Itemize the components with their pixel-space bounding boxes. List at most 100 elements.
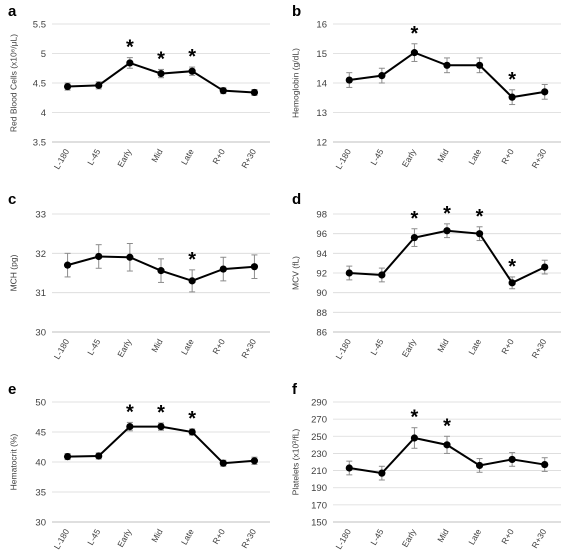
y-tick-label: 86	[316, 328, 327, 339]
x-tick-label: R+0	[210, 337, 227, 356]
y-tick-label: 35	[35, 488, 46, 499]
panel-a: a Red Blood Cells (x10⁶/μL) 3.5 4 4.5 5 5.5 L-1…	[8, 3, 270, 171]
x-tick-label: Mid	[149, 527, 165, 544]
x-tick-label: Mid	[149, 337, 165, 354]
data-point	[345, 464, 353, 472]
significance-asterisk: *	[126, 37, 134, 59]
data-point	[410, 434, 419, 442]
x-tick-label: L-45	[368, 527, 385, 547]
y-axis-title: Hemoglobin (g/dL)	[290, 48, 300, 118]
data-point	[541, 88, 549, 96]
data-point	[541, 460, 549, 469]
x-tick-label: L-45	[85, 147, 102, 167]
y-tick-label: 4.5	[33, 79, 46, 90]
data-point	[95, 81, 103, 89]
data-point	[250, 457, 259, 465]
x-tick-label: L-180	[52, 527, 72, 551]
x-tick-label: Mid	[435, 147, 451, 164]
data-point	[250, 88, 259, 97]
x-tick-label: L-180	[52, 337, 72, 361]
data-point	[157, 423, 165, 431]
data-point	[219, 265, 227, 273]
x-tick-label: R+0	[499, 337, 516, 356]
x-tick-label: L-45	[85, 337, 102, 357]
y-tick-label: 94	[316, 249, 327, 260]
x-tick-label: Early	[115, 336, 134, 358]
x-tick-label: Late	[466, 337, 483, 357]
y-tick-label: 210	[311, 466, 327, 477]
x-tick-label: Early	[115, 146, 134, 168]
panel-e: e Hematocrit (%) 30 35 40 45 50 L-180 L-45 Early M…	[8, 381, 270, 551]
y-axis-title: Red Blood Cells (x10⁶/μL)	[8, 34, 18, 132]
significance-asterisk: *	[411, 407, 419, 429]
x-tick-label: Mid	[435, 527, 451, 544]
y-tick-label: 40	[35, 458, 46, 469]
panel-c: c MCH (pg) 30 31 32 33 L-180 L-45 Early Mid Late R+…	[8, 191, 270, 361]
x-tick-label: Late	[466, 527, 483, 547]
panel-label: f	[292, 381, 298, 398]
panel-label: c	[8, 191, 16, 208]
data-point	[378, 469, 386, 477]
data-point	[219, 87, 227, 95]
y-tick-label: 30	[35, 518, 46, 529]
significance-asterisk: *	[411, 23, 419, 45]
y-tick-label: 32	[35, 249, 46, 260]
x-tick-label: Early	[400, 146, 419, 168]
x-tick-label: L-45	[368, 147, 385, 167]
data-point	[410, 234, 419, 242]
x-tick-label: L-45	[368, 337, 385, 357]
data-point	[443, 441, 451, 449]
data-point	[378, 271, 386, 279]
significance-asterisk: *	[188, 249, 196, 271]
x-tick-label: L-180	[52, 147, 72, 171]
x-tick-label: Early	[400, 526, 419, 548]
significance-asterisk: *	[188, 46, 196, 68]
y-tick-label: 50	[35, 398, 46, 409]
significance-asterisk: *	[411, 208, 419, 230]
y-axis-title: MCH (pg)	[8, 254, 18, 291]
data-point	[345, 269, 353, 277]
x-tick-label: L-180	[333, 147, 353, 171]
y-tick-label: 290	[311, 398, 327, 409]
x-tick-label: R+30	[529, 527, 548, 550]
panel-d: d MCV (fL) 86 88 90 92 94 96 98 L-180 L-45 Early Mid…	[290, 191, 561, 361]
y-axis-title: MCV (fL)	[290, 256, 300, 290]
data-point	[541, 263, 549, 271]
data-point	[250, 263, 259, 271]
panel-label: e	[8, 381, 16, 398]
data-point	[188, 428, 196, 436]
x-tick-label: R+30	[239, 147, 258, 170]
x-tick-label: L-180	[333, 527, 353, 551]
panel-label: b	[292, 3, 301, 20]
panel-b: b Hemoglobin (g/dL) 12 13 14 15 16 L-180 L-45 Ear…	[290, 3, 561, 171]
x-tick-label: L-180	[333, 337, 353, 361]
y-axis-title: Platelets (x10³/fL)	[290, 429, 300, 496]
x-tick-label: R+30	[529, 337, 548, 360]
x-tick-label: R+0	[499, 527, 516, 546]
x-tick-label: R+30	[529, 147, 548, 170]
x-tick-label: R+30	[239, 337, 258, 360]
data-point	[188, 67, 196, 75]
data-point	[63, 261, 72, 269]
data-point	[410, 49, 419, 57]
y-tick-label: 190	[311, 483, 327, 494]
data-point	[443, 227, 451, 235]
x-tick-label: Early	[115, 526, 134, 548]
significance-asterisk: *	[157, 48, 165, 70]
y-tick-label: 45	[35, 428, 46, 439]
significance-asterisk: *	[126, 401, 134, 423]
x-tick-label: Mid	[435, 337, 451, 354]
significance-asterisk: *	[157, 402, 165, 424]
y-tick-label: 250	[311, 432, 327, 443]
x-tick-label: Early	[400, 336, 419, 358]
data-point	[157, 267, 165, 275]
significance-asterisk: *	[476, 206, 484, 228]
y-tick-label: 33	[35, 210, 46, 221]
y-tick-label: 4	[41, 108, 46, 119]
y-tick-label: 16	[316, 20, 327, 31]
data-point	[508, 455, 516, 464]
x-tick-label: Late	[179, 337, 196, 357]
x-tick-label: R+0	[210, 527, 227, 546]
data-point	[126, 59, 134, 67]
